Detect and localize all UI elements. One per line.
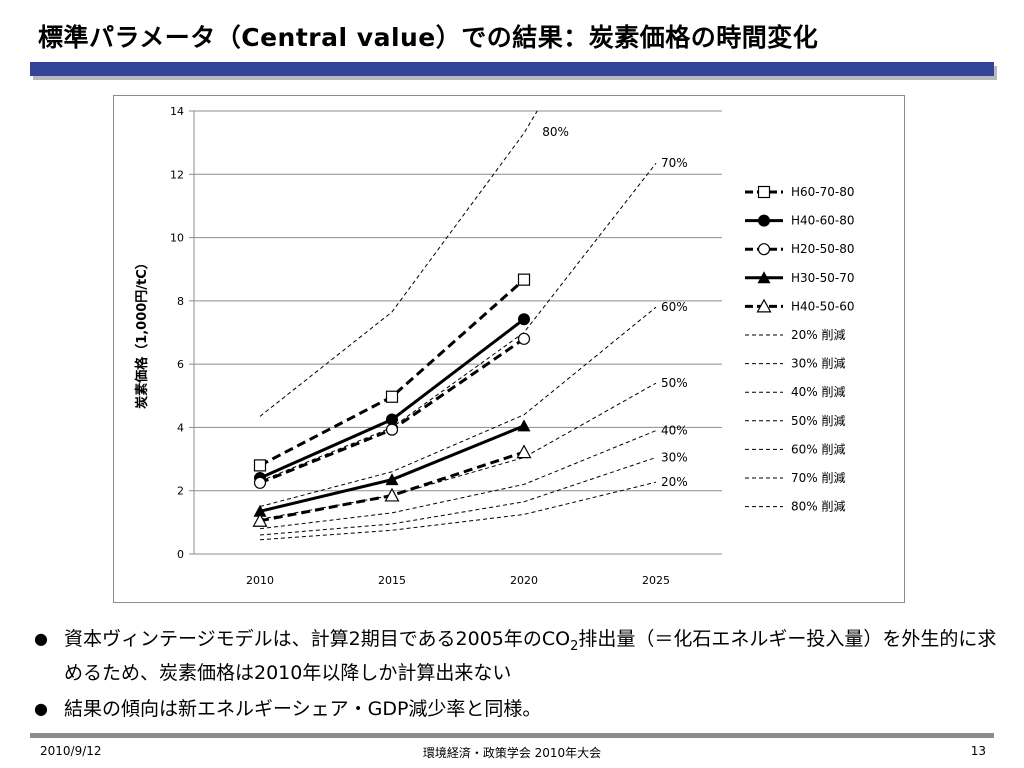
data-point-h60-70-80 <box>253 459 267 472</box>
data-point-h20-50-80 <box>385 423 399 436</box>
legend-label: H40-50-60 <box>791 299 855 313</box>
bullet-item: ● 資本ヴィンテージモデルは、計算2期目である2005年のCO2排出量（＝化石エ… <box>30 626 1005 686</box>
legend-marker <box>758 214 770 227</box>
y-tick-label: 10 <box>170 232 184 245</box>
line-end-label: 60% <box>661 300 688 314</box>
series-line-h60-70-80 <box>259 278 525 467</box>
footer-divider <box>30 733 994 738</box>
bullet-dot-icon: ● <box>34 698 48 718</box>
legend-label: H20-50-80 <box>791 242 855 256</box>
line-end-label: 20% <box>661 475 688 489</box>
legend-label: 70% 削減 <box>791 470 846 485</box>
legend-label: 80% 削減 <box>791 499 846 514</box>
legend-label: 20% 削減 <box>791 327 846 342</box>
legend-label: 50% 削減 <box>791 413 846 428</box>
y-tick-label: 4 <box>177 421 184 434</box>
bullet-dot-icon: ● <box>34 629 48 648</box>
series-line-40 <box>259 430 657 530</box>
legend-marker <box>757 243 771 256</box>
data-point-h40-50-60 <box>516 444 532 459</box>
legend-label: H60-70-80 <box>791 185 855 199</box>
y-axis-title: 炭素価格（1,000円/tC） <box>134 256 150 409</box>
series-line-60 <box>259 306 657 508</box>
series-line-h40-50-60 <box>259 450 525 523</box>
bullet-list: ● 資本ヴィンテージモデルは、計算2期目である2005年のCO2排出量（＝化石エ… <box>30 626 1005 732</box>
data-point-h20-50-80 <box>253 476 267 489</box>
y-tick-label: 0 <box>177 548 184 561</box>
bullet-item: ● 結果の傾向は新エネルギーシェア・GDP減少率と同様。 <box>30 696 1005 722</box>
series-line-80 <box>259 110 538 417</box>
footer-event: 環境経済・政策学会 2010年大会 <box>422 746 602 760</box>
x-tick-label: 2020 <box>510 574 538 587</box>
data-point-h40-50-60 <box>252 513 268 527</box>
carbon-price-line-chart: 0 2 4 6 8 10 12 14 2010 2015 2020 2025 炭素価格（1,000円/t… <box>134 105 855 587</box>
x-tick-label: 2015 <box>378 574 406 587</box>
legend-label: 60% 削減 <box>791 441 846 456</box>
line-end-label: 30% <box>661 450 688 464</box>
y-tick-label: 6 <box>177 358 184 371</box>
legend-marker <box>757 271 771 284</box>
line-end-label: 80% <box>542 125 569 139</box>
data-point-h20-50-80 <box>517 332 531 345</box>
line-end-label: 50% <box>661 376 688 390</box>
series-line-20 <box>259 481 657 541</box>
data-point-h40-50-60 <box>384 487 400 502</box>
y-tick-label: 2 <box>177 485 184 498</box>
legend-label: H30-50-70 <box>791 271 855 285</box>
bullet-text-cont: 排出量（＝化石エネルギー投入量）を外生的に求めるため、炭素価格は2010年以降し… <box>64 628 997 684</box>
legend-label: H40-60-80 <box>791 214 855 228</box>
legend-label: 40% 削減 <box>791 384 846 399</box>
series-line-70 <box>259 162 657 482</box>
legend-marker <box>757 185 771 199</box>
y-tick-label: 12 <box>170 168 184 181</box>
line-end-label: 70% <box>661 156 688 170</box>
y-tick-label: 8 <box>177 295 184 308</box>
data-point-h40-60-80 <box>518 313 530 326</box>
legend-label: 30% 削減 <box>791 356 846 371</box>
x-tick-label: 2025 <box>642 574 670 587</box>
footer-date: 2010/9/12 <box>40 744 102 758</box>
legend-marker <box>756 298 772 313</box>
data-point-h30-50-70 <box>385 473 399 486</box>
footer-page-number: 13 <box>970 744 986 758</box>
slide-title: 標準パラメータ（Central value）での結果：炭素価格の時間変化 <box>38 23 819 52</box>
data-point-h30-50-70 <box>253 504 267 517</box>
y-tick-label: 14 <box>170 105 184 118</box>
title-underline-bar <box>30 62 994 76</box>
line-end-label: 40% <box>661 424 688 438</box>
bullet-text: 資本ヴィンテージモデルは、計算2期目である2005年のCO <box>64 628 571 650</box>
data-point-h60-70-80 <box>517 273 531 286</box>
series-line-30 <box>259 457 657 536</box>
bullet-subscript: 2 <box>570 638 579 654</box>
x-tick-label: 2010 <box>246 574 274 587</box>
bullet-text: 結果の傾向は新エネルギーシェア・GDP減少率と同様。 <box>64 697 542 720</box>
data-point-h40-60-80 <box>386 413 398 426</box>
data-point-h30-50-70 <box>517 419 531 432</box>
data-point-h60-70-80 <box>385 390 399 403</box>
